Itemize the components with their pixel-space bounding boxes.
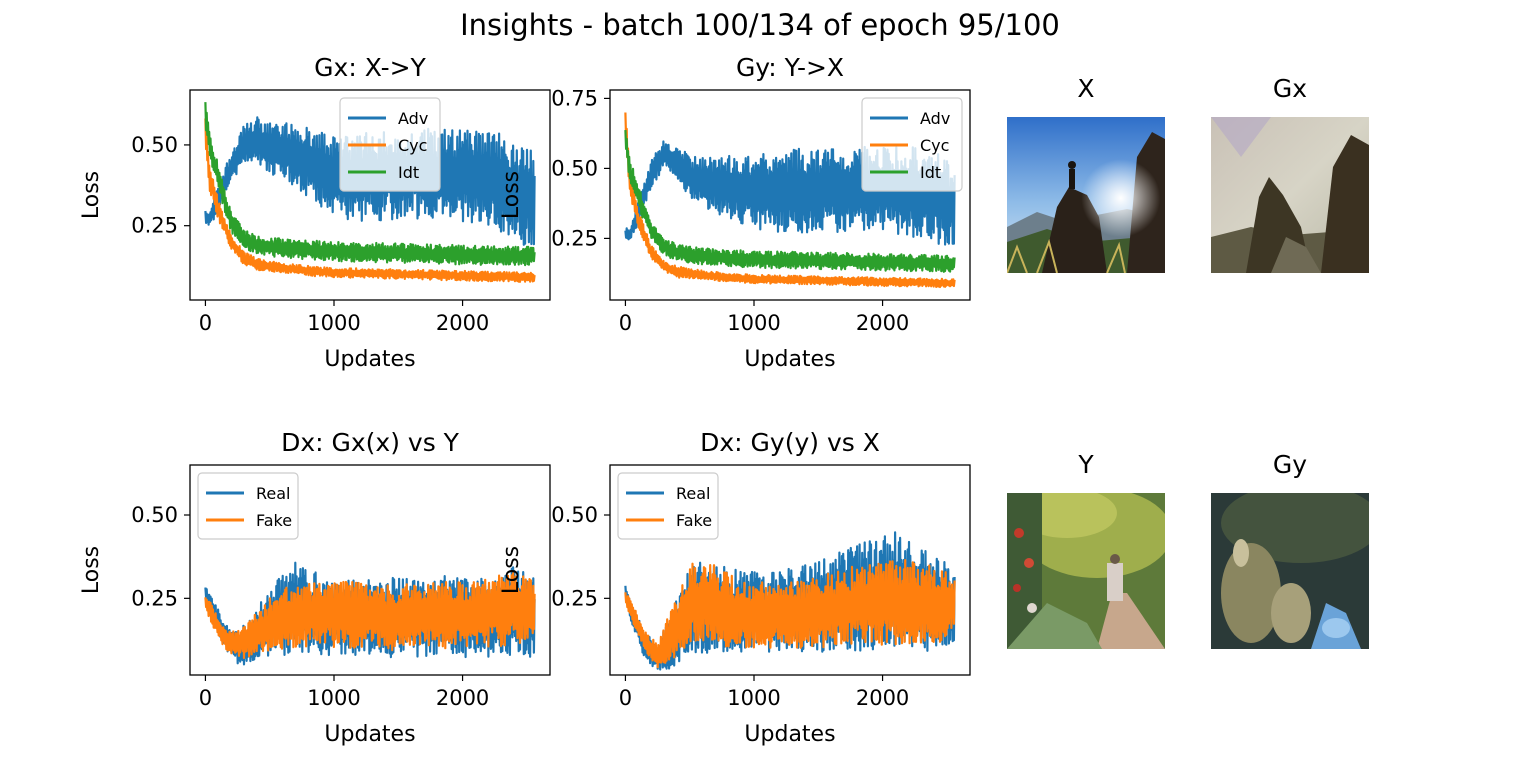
image-title-gy: Gy xyxy=(1272,450,1308,479)
legend: Real Fake xyxy=(197,472,299,540)
legend-label: Cyc xyxy=(398,136,427,155)
chart-gy: Gy: Y->X 0 1000 2000 0.25 0.50 0.75 Updates Loss… xyxy=(499,53,971,372)
x-tick-label: 0 xyxy=(199,686,212,710)
image-gx xyxy=(1211,117,1369,273)
x-axis-label: Updates xyxy=(324,722,415,747)
legend-frame xyxy=(861,97,963,192)
y-tick-label: 0.25 xyxy=(551,226,598,250)
legend-label: Fake xyxy=(676,511,712,530)
y-tick-label: 0.25 xyxy=(131,214,178,238)
y-axis-label: Loss xyxy=(79,546,104,594)
chart-title: Gx: X->Y xyxy=(314,53,426,82)
legend-label: Real xyxy=(256,484,291,503)
series-line-idt xyxy=(624,130,956,273)
image-title-gx: Gx xyxy=(1272,74,1308,103)
legend-label: Idt xyxy=(398,163,419,182)
x-axis-label: Updates xyxy=(744,347,835,372)
y-axis-label: Loss xyxy=(499,171,524,219)
y-tick-label: 0.25 xyxy=(551,586,598,610)
legend-frame xyxy=(339,97,441,192)
image-x xyxy=(1007,117,1165,273)
x-tick-label: 2000 xyxy=(856,311,909,335)
plot-frame xyxy=(609,464,971,676)
x-tick-label: 1000 xyxy=(727,311,780,335)
series-line-adv xyxy=(624,140,956,246)
x-tick-label: 0 xyxy=(619,686,632,710)
x-tick-label: 0 xyxy=(199,311,212,335)
image-gy xyxy=(1211,493,1369,649)
plot-frame xyxy=(189,89,551,301)
series-line-cyc xyxy=(624,112,956,289)
legend: Real Fake xyxy=(617,472,719,540)
legend-frame xyxy=(197,472,299,540)
series-line-fake xyxy=(204,572,536,660)
image-title-x: X xyxy=(1077,74,1095,103)
y-tick-label: 0.50 xyxy=(551,503,598,527)
image-title-y: Y xyxy=(1078,450,1094,479)
chart-title: Dx: Gx(x) vs Y xyxy=(281,428,460,457)
chart-title: Gy: Y->X xyxy=(736,53,844,82)
legend-label: Cyc xyxy=(920,136,949,155)
plot-frame xyxy=(609,89,971,301)
legend-label: Real xyxy=(676,484,711,503)
figure-title: Insights - batch 100/134 of epoch 95/100 xyxy=(460,8,1060,42)
y-tick-label: 0.50 xyxy=(131,133,178,157)
x-tick-label: 2000 xyxy=(436,686,489,710)
legend-label: Adv xyxy=(920,109,950,128)
chart-dx-gx: Dx: Gx(x) vs Y 0 1000 2000 0.25 0.50 Updates Lo… xyxy=(79,428,551,747)
chart-gx: Gx: X->Y 0 1000 2000 0.25 0.50 Updates Loss Adv C… xyxy=(79,53,551,372)
image-y xyxy=(1007,493,1165,649)
legend-label: Idt xyxy=(920,163,941,182)
y-axis-label: Loss xyxy=(499,546,524,594)
y-tick-label: 0.50 xyxy=(131,503,178,527)
chart-title: Dx: Gy(y) vs X xyxy=(700,428,880,457)
y-tick-label: 0.50 xyxy=(551,156,598,180)
legend-label: Fake xyxy=(256,511,292,530)
legend: Adv Cyc Idt xyxy=(861,97,963,192)
y-axis-label: Loss xyxy=(79,171,104,219)
legend-label: Adv xyxy=(398,109,428,128)
x-tick-label: 2000 xyxy=(436,311,489,335)
series-line-idt xyxy=(204,102,536,267)
y-tick-label: 0.75 xyxy=(551,86,598,110)
legend-frame xyxy=(617,472,719,540)
x-axis-label: Updates xyxy=(324,347,415,372)
series-line-fake xyxy=(624,559,956,669)
y-tick-label: 0.25 xyxy=(131,586,178,610)
x-tick-label: 1000 xyxy=(727,686,780,710)
x-axis-label: Updates xyxy=(744,722,835,747)
x-tick-label: 2000 xyxy=(856,686,909,710)
x-tick-label: 1000 xyxy=(307,311,360,335)
x-tick-label: 0 xyxy=(619,311,632,335)
series-line-cyc xyxy=(204,118,536,283)
x-tick-label: 1000 xyxy=(307,686,360,710)
legend: Adv Cyc Idt xyxy=(339,97,441,192)
plot-frame xyxy=(189,464,551,676)
chart-dx-gy: Dx: Gy(y) vs X 0 1000 2000 0.25 0.50 Updates Lo… xyxy=(499,428,971,747)
